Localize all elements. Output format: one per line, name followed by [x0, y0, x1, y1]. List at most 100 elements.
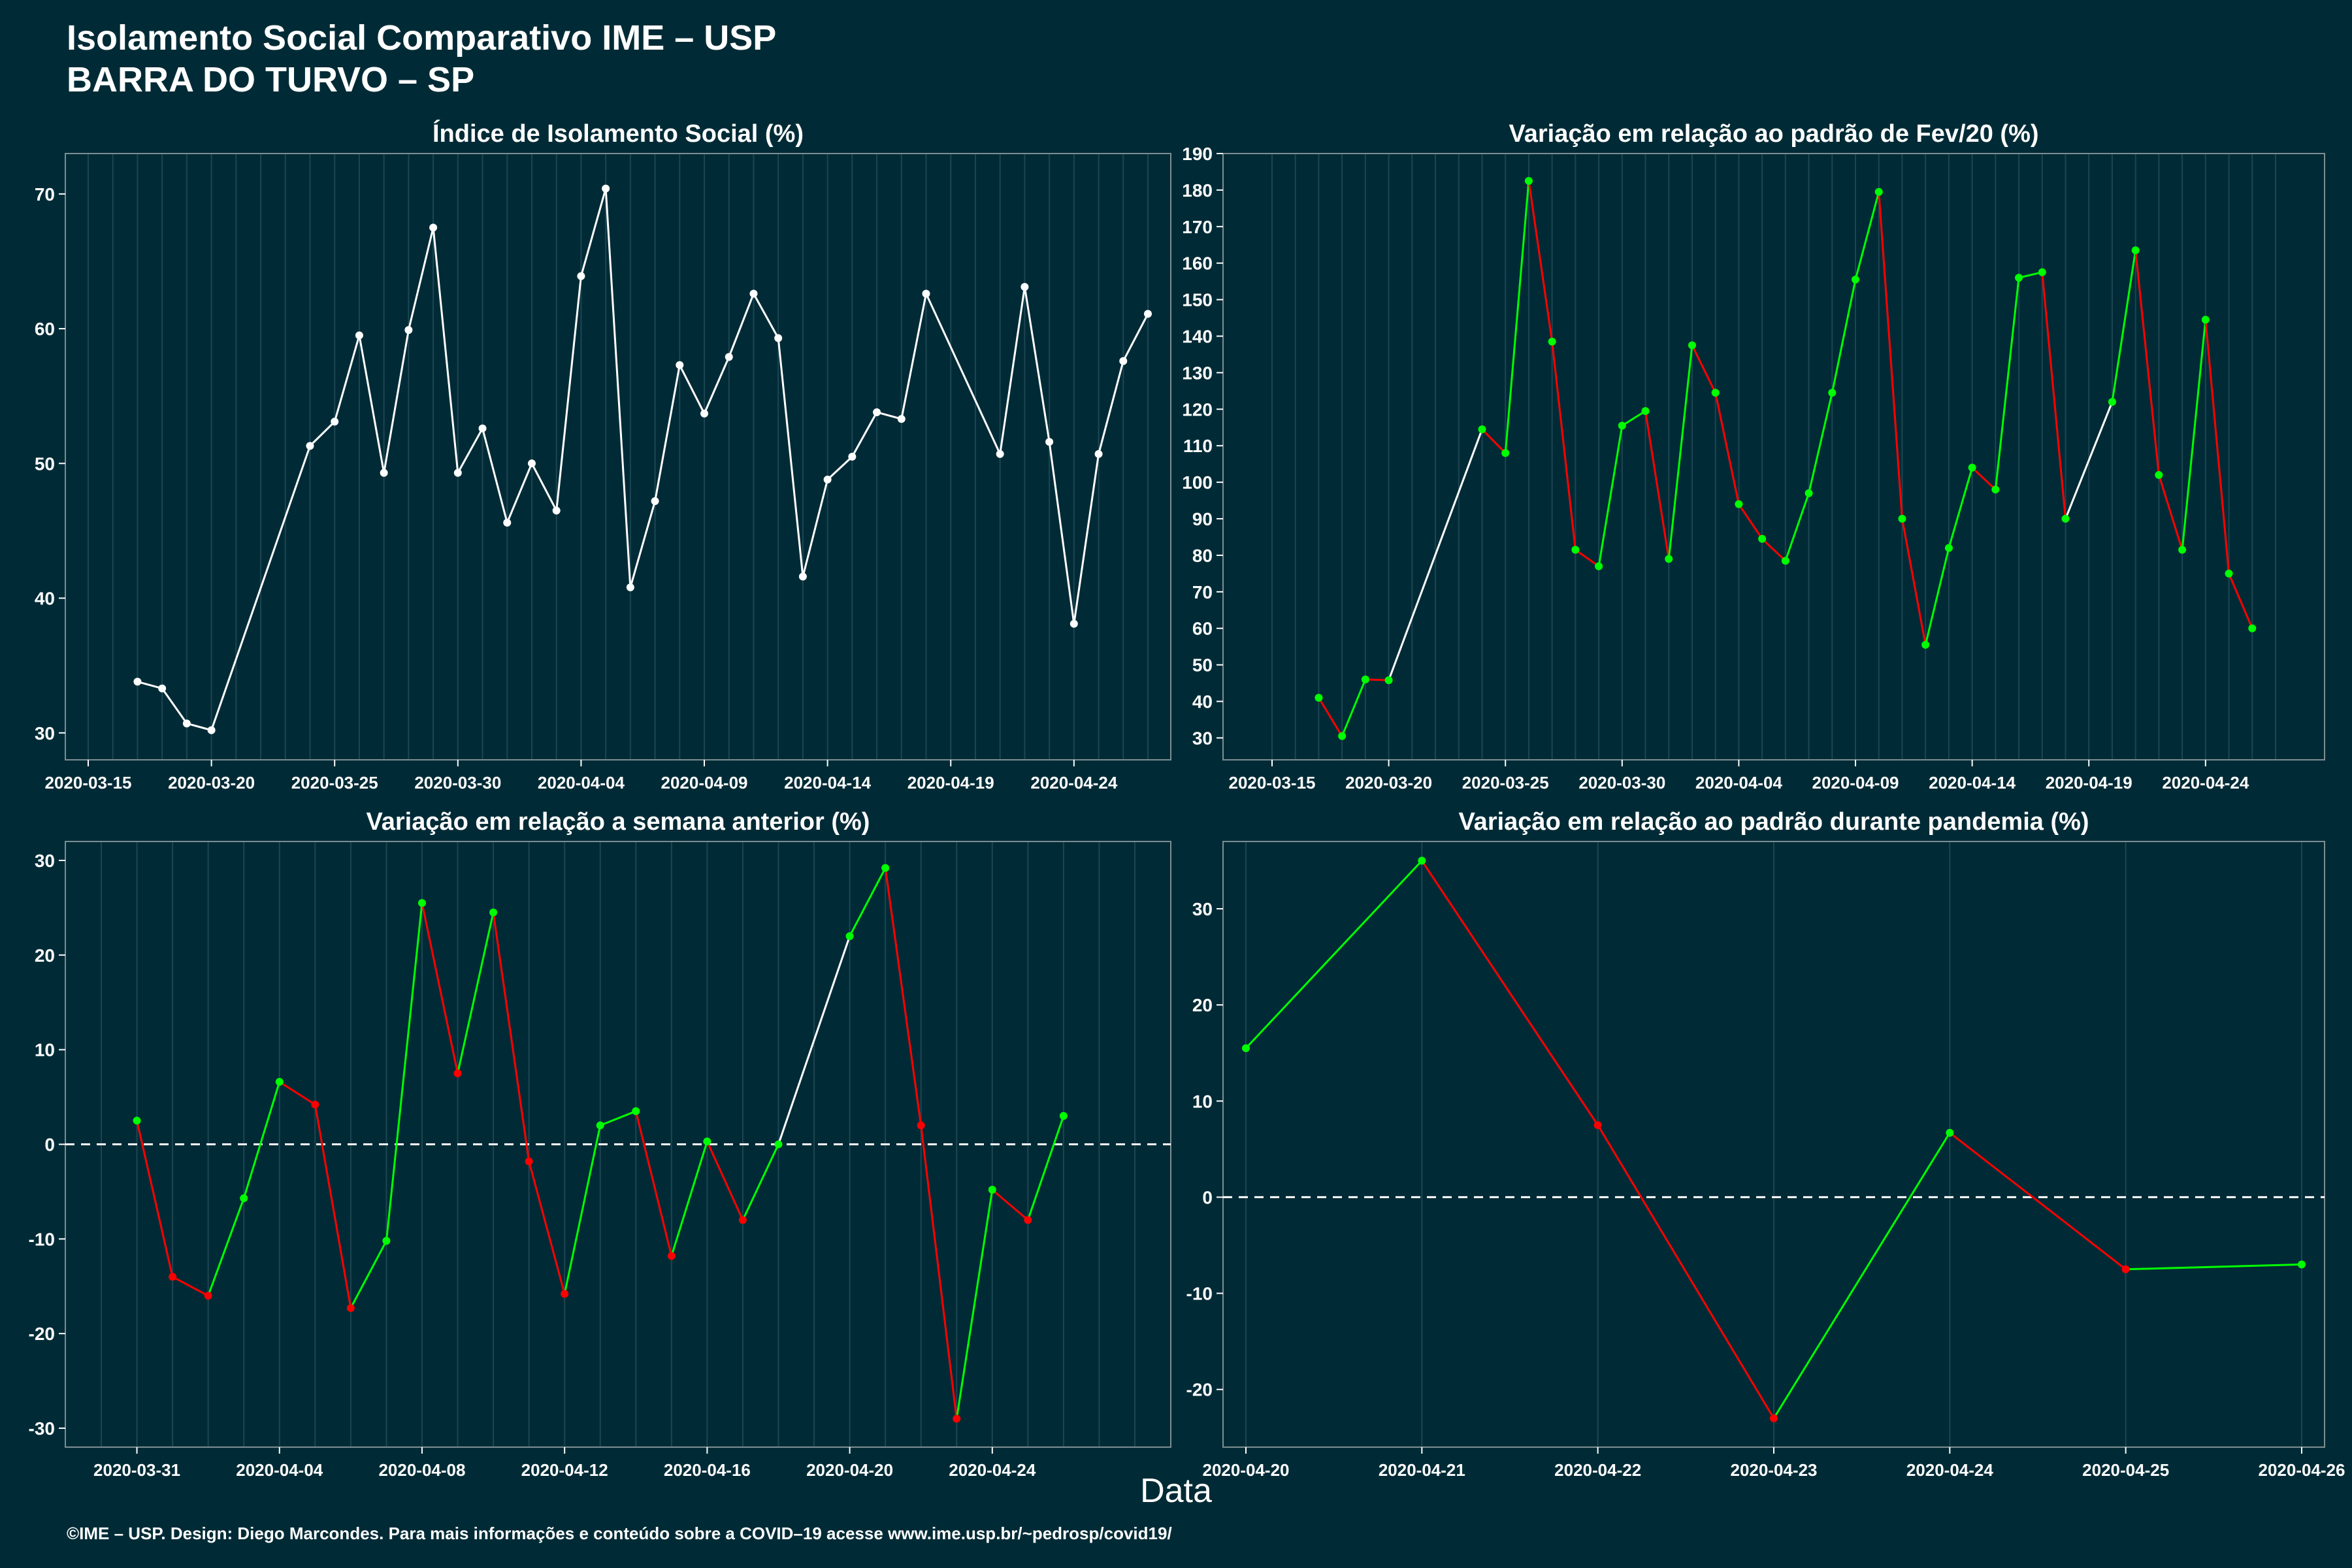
- series-segment: [1948, 467, 1974, 549]
- data-point: [774, 1140, 783, 1149]
- y-tick-label: 60: [35, 319, 55, 339]
- series-segment: [1994, 277, 2020, 490]
- series-segment: [900, 293, 927, 419]
- y-tick-label: 30: [35, 851, 55, 871]
- data-point: [845, 932, 854, 940]
- data-point: [1711, 389, 1720, 397]
- series-segment: [777, 936, 851, 1145]
- series-segment: [506, 463, 533, 523]
- data-point: [953, 1414, 961, 1423]
- series-segment: [1048, 442, 1075, 624]
- chart-panel-2: Variação em relação ao padrão de Fev/20 …: [1182, 120, 2325, 792]
- series-segment: [1714, 392, 1740, 504]
- x-tick-label: 2020-04-19: [2046, 773, 2132, 792]
- y-tick-label: 0: [44, 1135, 55, 1155]
- data-point: [306, 442, 314, 450]
- data-point: [1119, 357, 1128, 365]
- series-segment: [955, 1189, 994, 1419]
- x-tick-label: 2020-03-25: [1462, 773, 1549, 792]
- x-tick-label: 2020-04-19: [907, 773, 994, 792]
- series-segment: [1122, 313, 1149, 362]
- y-tick-label: 190: [1182, 144, 1213, 164]
- data-point: [204, 1292, 212, 1300]
- x-tick-label: 2020-04-23: [1731, 1460, 1818, 1480]
- y-tick-label: 170: [1182, 217, 1213, 237]
- y-tick-label: -10: [1186, 1284, 1213, 1304]
- chart-panel-3: Variação em relação a semana anterior (%…: [29, 808, 1171, 1480]
- y-tick-label: 50: [1192, 655, 1213, 676]
- x-tick-label: 2020-03-25: [291, 773, 378, 792]
- x-tick-label: 2020-04-20: [1203, 1460, 1290, 1480]
- data-point: [1852, 275, 1860, 284]
- y-tick-label: 160: [1182, 253, 1213, 274]
- x-tick-label: 2020-04-16: [664, 1460, 751, 1480]
- data-point: [881, 864, 890, 872]
- data-point: [1478, 425, 1486, 434]
- data-point: [632, 1107, 640, 1115]
- series-segment: [920, 1125, 958, 1419]
- data-point: [1024, 1216, 1032, 1224]
- data-point: [275, 1077, 284, 1086]
- y-tick-label: 180: [1182, 180, 1213, 201]
- x-tick-label: 2020-04-08: [378, 1460, 465, 1480]
- x-tick-label: 2020-03-31: [93, 1460, 180, 1480]
- series-segment: [706, 1141, 744, 1220]
- series-segment: [1667, 345, 1693, 559]
- series-segment: [1924, 547, 1950, 645]
- data-point: [2015, 274, 2023, 282]
- panel-title: Índice de Isolamento Social (%): [433, 119, 804, 148]
- data-point: [1595, 562, 1603, 570]
- y-tick-label: 40: [1192, 692, 1213, 712]
- data-point: [1070, 619, 1078, 628]
- data-point: [1593, 1121, 1602, 1130]
- y-tick-label: 20: [1192, 995, 1213, 1015]
- series-segment: [826, 455, 853, 481]
- data-point: [2131, 246, 2140, 255]
- data-point: [1874, 188, 1883, 196]
- data-point: [1338, 732, 1347, 740]
- data-point: [1548, 337, 1556, 346]
- x-tick-label: 2020-03-20: [1345, 773, 1432, 792]
- series-segment: [2018, 271, 2043, 279]
- data-point: [240, 1194, 248, 1203]
- footer-credits: ©IME – USP. Design: Diego Marcondes. Par…: [67, 1524, 1172, 1543]
- series-segment: [703, 356, 730, 414]
- y-tick-label: 100: [1182, 472, 1213, 493]
- x-tick-label: 2020-04-04: [236, 1460, 323, 1480]
- series-segment: [2228, 573, 2253, 629]
- series-segment: [1644, 410, 1670, 559]
- data-point: [1571, 546, 1580, 554]
- series-segment: [849, 867, 887, 937]
- y-tick-label: 40: [35, 589, 55, 609]
- chart-main-title: Isolamento Social Comparativo IME – USP: [67, 18, 777, 57]
- data-point: [182, 719, 191, 728]
- series-segment: [884, 868, 923, 1126]
- series-segment: [457, 427, 483, 474]
- x-tick-label: 2020-03-15: [45, 773, 132, 792]
- series-segment: [1026, 1115, 1065, 1220]
- data-point: [1144, 310, 1152, 318]
- data-point: [503, 519, 512, 527]
- x-tick-label: 2020-04-25: [2082, 1460, 2169, 1480]
- series-segment: [876, 411, 902, 420]
- data-point: [158, 684, 167, 693]
- data-point: [2038, 268, 2046, 276]
- series-segment: [1318, 697, 1343, 737]
- series-segment: [2111, 250, 2137, 402]
- panel-border: [65, 153, 1171, 760]
- x-tick-label: 2020-04-20: [806, 1460, 893, 1480]
- series-segment: [457, 912, 495, 1074]
- data-point: [1501, 449, 1510, 457]
- series-segment: [1098, 361, 1124, 455]
- data-point: [1418, 857, 1426, 865]
- y-tick-label: 50: [35, 453, 55, 474]
- data-point: [626, 583, 634, 592]
- series-segment: [528, 1161, 566, 1294]
- series-segment: [333, 335, 361, 422]
- y-tick-label: 30: [1192, 728, 1213, 748]
- y-tick-label: 90: [1192, 509, 1213, 529]
- series-segment: [634, 1111, 673, 1256]
- series-segment: [580, 188, 607, 277]
- y-tick-label: -20: [1186, 1380, 1213, 1400]
- data-point: [2108, 398, 2116, 406]
